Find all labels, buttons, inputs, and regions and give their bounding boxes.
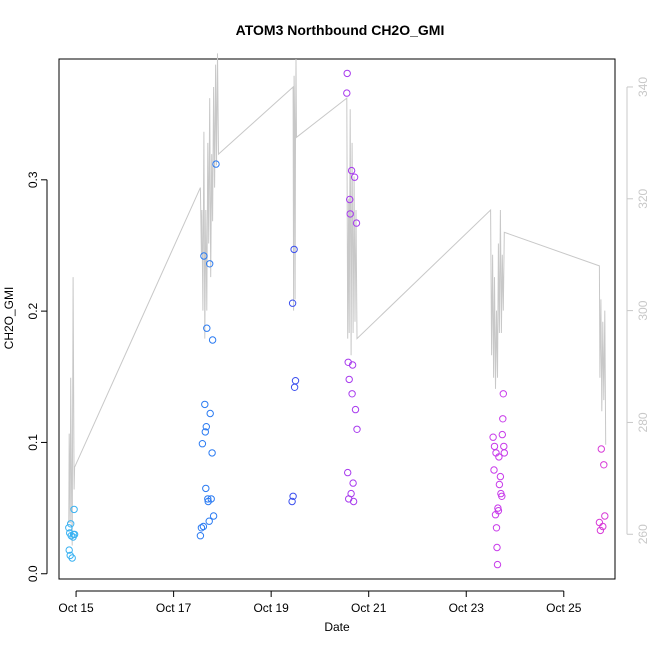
data-point	[348, 361, 357, 369]
data-point	[197, 524, 206, 532]
scatter-points-layer	[65, 69, 609, 569]
secondary-y-tick-label: 320	[636, 188, 650, 208]
data-point	[67, 520, 75, 528]
data-point	[65, 524, 73, 532]
data-point	[495, 480, 504, 489]
data-point	[196, 532, 205, 540]
y-axis: 0.0 0.1 0.2 0.3	[26, 171, 48, 582]
data-point	[201, 428, 210, 436]
data-point	[596, 526, 605, 535]
data-point	[498, 492, 506, 500]
data-point	[291, 377, 300, 385]
y-tick-label: 0.1	[26, 434, 40, 451]
data-point	[212, 160, 220, 168]
data-point	[496, 472, 505, 481]
data-point	[345, 375, 353, 384]
data-point	[600, 461, 608, 469]
y-axis-label: CH2O_GMI	[2, 287, 16, 350]
data-point	[288, 299, 297, 307]
data-point	[499, 390, 507, 398]
data-point	[203, 324, 211, 332]
data-point	[347, 489, 355, 498]
data-point	[499, 415, 507, 423]
data-point	[601, 512, 609, 520]
data-point	[202, 423, 211, 431]
data-point	[206, 409, 214, 418]
data-point	[495, 453, 503, 461]
data-point	[348, 390, 356, 398]
data-point	[70, 530, 79, 539]
data-point	[490, 442, 499, 451]
data-point	[346, 195, 354, 204]
data-point	[207, 495, 215, 503]
x-tick-label: Oct 19	[253, 601, 289, 615]
x-tick-label: Oct 25	[546, 601, 582, 615]
data-point	[492, 524, 501, 532]
data-point	[204, 495, 212, 503]
data-point	[349, 497, 358, 506]
data-point	[351, 405, 360, 414]
x-tick-label: Oct 23	[449, 601, 485, 615]
data-point	[599, 522, 607, 531]
data-point	[208, 336, 217, 344]
data-point	[200, 252, 208, 260]
data-point	[289, 492, 297, 500]
data-point	[500, 449, 508, 457]
secondary-series-line	[68, 53, 607, 546]
data-point	[498, 430, 506, 439]
x-tick-label: Oct 17	[156, 601, 192, 615]
x-axis: Oct 15 Oct 17 Oct 19 Oct 21 Oct 23 Oct 25	[58, 590, 582, 615]
y-tick-label: 0.3	[26, 171, 40, 188]
x-tick-label: Oct 21	[351, 601, 387, 615]
data-point	[199, 522, 208, 531]
data-point	[344, 468, 352, 477]
data-point	[350, 173, 359, 181]
data-point	[343, 89, 351, 97]
data-point	[349, 479, 357, 487]
x-axis-label: Date	[324, 620, 350, 634]
data-point	[494, 504, 502, 512]
secondary-y-tick-label: 260	[636, 524, 650, 544]
x-tick-label: Oct 15	[58, 601, 94, 615]
data-point	[346, 210, 354, 218]
data-point	[500, 442, 508, 451]
secondary-y-tick-label: 280	[636, 412, 650, 432]
data-point	[209, 512, 218, 520]
data-point	[290, 245, 298, 254]
data-point	[493, 560, 502, 569]
data-point	[489, 433, 497, 441]
data-point	[494, 507, 503, 515]
data-point	[70, 505, 78, 514]
data-point	[198, 440, 207, 448]
data-point	[208, 449, 216, 457]
data-point	[68, 554, 76, 562]
data-point	[65, 546, 73, 554]
data-point	[288, 497, 296, 506]
data-point	[353, 425, 361, 433]
secondary-line-layer	[68, 53, 607, 546]
secondary-y-tick-label: 300	[636, 300, 650, 320]
secondary-y-tick-label: 340	[636, 77, 650, 97]
data-point	[347, 166, 356, 175]
data-point	[343, 69, 351, 78]
chart-title: ATOM3 Northbound CH2O_GMI	[236, 22, 445, 38]
data-point	[493, 543, 501, 552]
data-point	[201, 400, 209, 409]
data-point	[597, 445, 605, 453]
data-point	[490, 466, 498, 474]
y-tick-label: 0.0	[26, 565, 40, 582]
data-point	[290, 383, 299, 391]
data-point	[595, 518, 604, 527]
data-point	[206, 260, 214, 268]
data-point	[205, 517, 213, 525]
data-point	[202, 484, 210, 493]
secondary-y-axis: 260 280 300 320 340	[626, 77, 650, 544]
y-tick-label: 0.2	[26, 302, 40, 319]
plot-area-frame	[58, 58, 616, 580]
data-point	[352, 219, 361, 227]
